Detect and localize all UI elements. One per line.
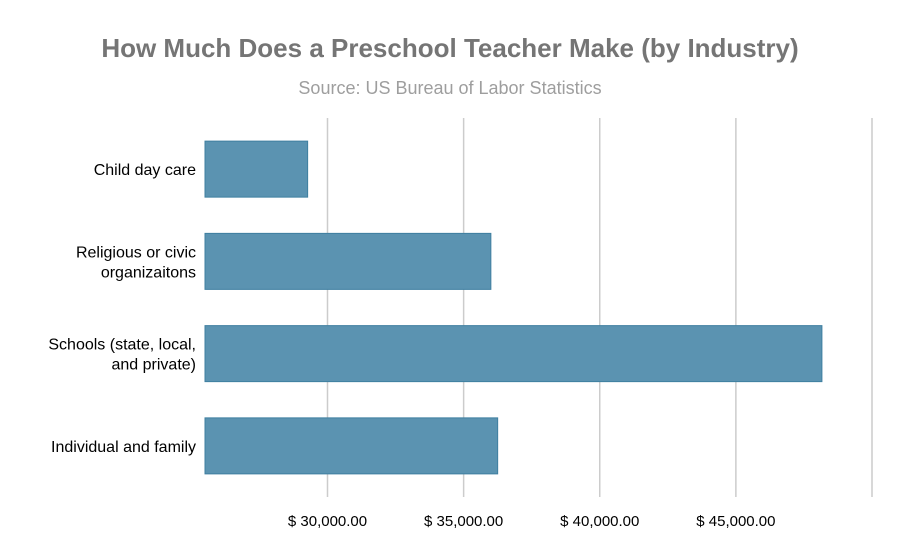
y-category-label: Child day care <box>94 162 196 179</box>
x-tick-label: $ 35,000.00 <box>424 513 503 530</box>
chart-title: How Much Does a Preschool Teacher Make (… <box>101 33 798 63</box>
chart-subtitle: Source: US Bureau of Labor Statistics <box>298 78 601 98</box>
bar <box>204 140 309 198</box>
bar <box>204 325 823 383</box>
x-tick-label: $ 30,000.00 <box>288 513 367 530</box>
x-tick-label: $ 40,000.00 <box>560 513 639 530</box>
y-category-label: Schools (state, local, and private) <box>48 337 196 374</box>
y-category-label: Individual and family <box>51 439 196 456</box>
bar <box>204 232 492 290</box>
bar <box>204 417 499 475</box>
y-category-label: Religious or civic organizaitons <box>76 244 196 281</box>
x-tick-label: $ 45,000.00 <box>696 513 775 530</box>
